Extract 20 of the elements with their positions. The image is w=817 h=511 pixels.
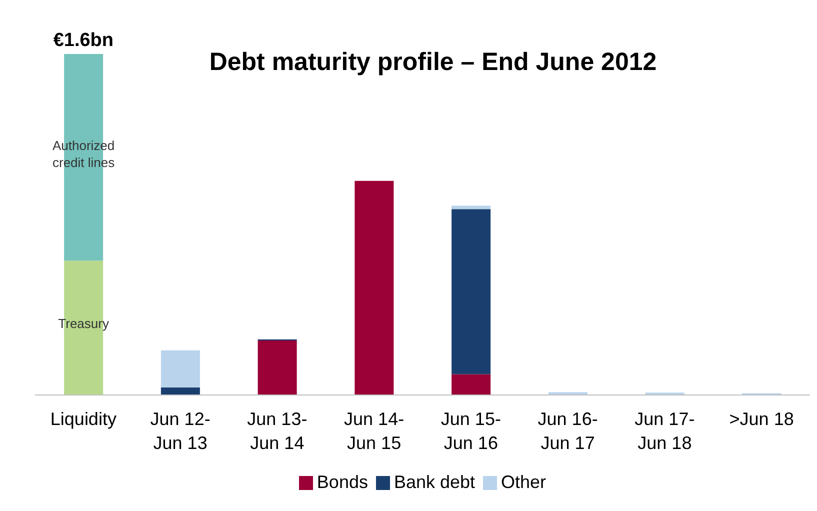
bar [258,340,297,395]
legend-label: Bonds [316,472,368,493]
x-tick-label: Jun 17- Jun 18 [634,409,695,453]
x-tick-label: Jun 13- Jun 14 [247,409,308,453]
bar [354,180,394,395]
x-tick-label: Liquidity [50,409,116,429]
x-tick-label: >Jun 18 [729,409,794,429]
bar [452,206,491,210]
chart-title: Debt maturity profile – End June 2012 [208,48,658,77]
bar [160,350,200,388]
x-tick-label: Jun 15- Jun 16 [440,409,501,453]
x-tick-label: Jun 16- Jun 17 [538,409,598,453]
bar [452,209,491,374]
bar [452,374,491,395]
x-tick-label: Jun 12- Jun 13 [150,409,210,453]
annotation: €1.6bn [53,30,114,51]
legend-label: Bank debt [392,472,476,493]
legend-label: Other [500,472,546,493]
bar [160,388,200,395]
x-tick-label: Jun 14- Jun 15 [344,409,404,453]
